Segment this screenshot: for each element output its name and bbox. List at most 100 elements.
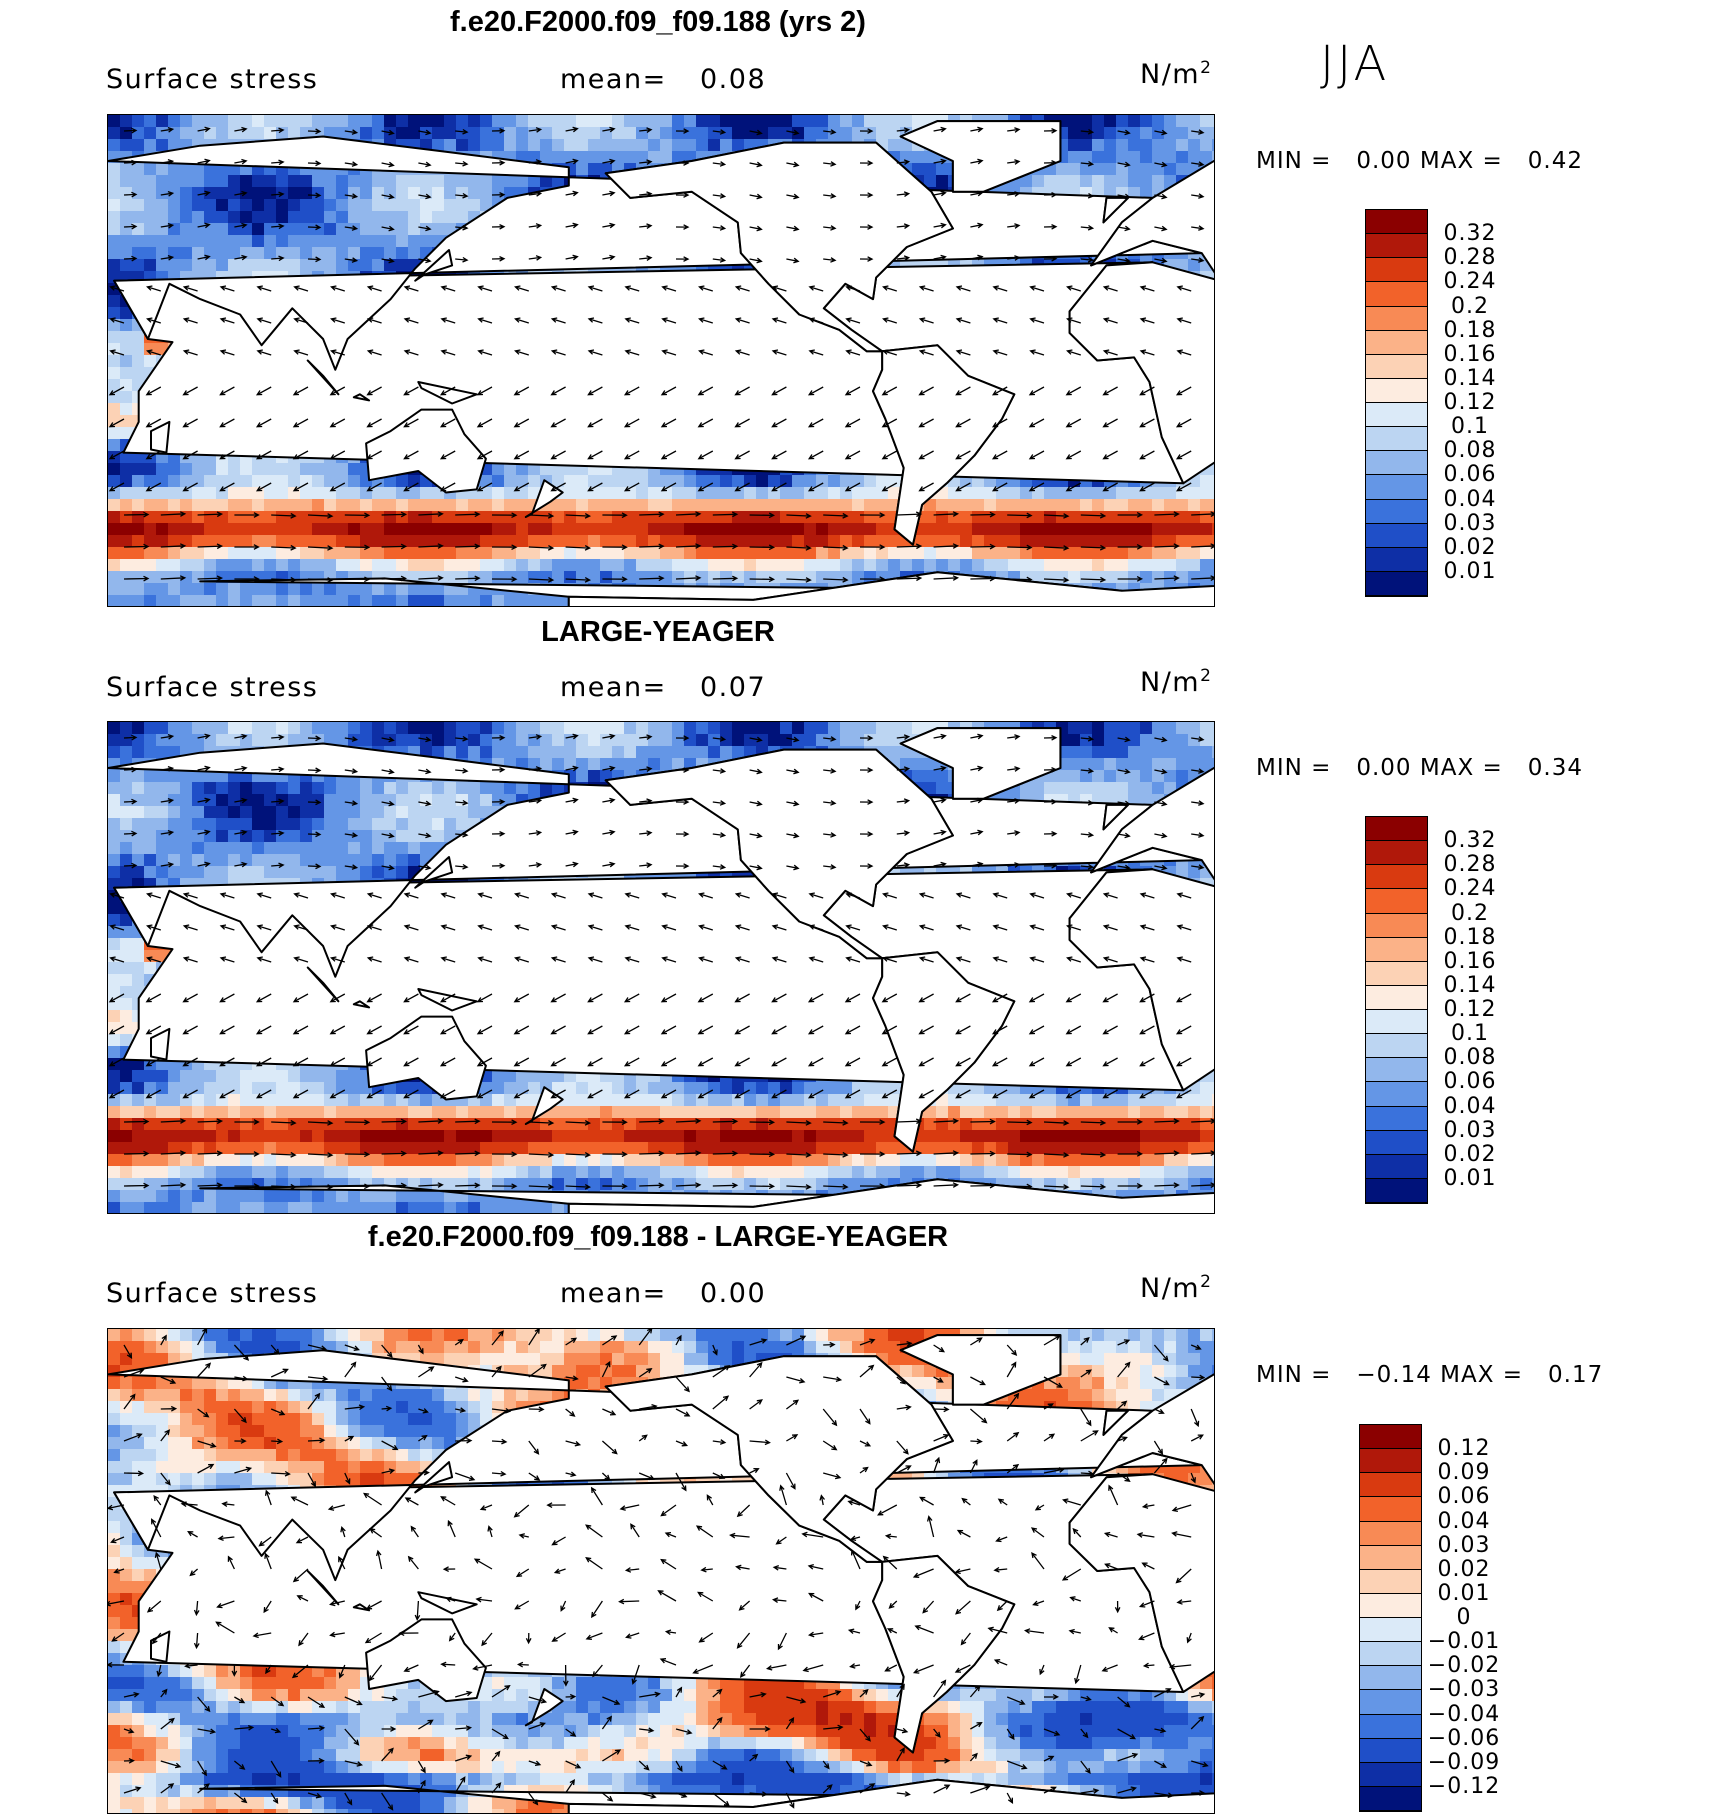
stress-arrow — [1154, 129, 1168, 136]
stress-arrow — [896, 1150, 923, 1157]
stress-arrow — [193, 1632, 200, 1650]
stress-arrow — [1175, 1568, 1192, 1584]
colorbar-tick-label: 0.24 — [1443, 876, 1497, 902]
colorbar-swatch — [1366, 571, 1427, 596]
stress-arrow — [513, 1089, 530, 1099]
stress-arrow — [712, 257, 727, 263]
stress-arrow — [1066, 285, 1081, 292]
stress-arrow — [455, 767, 469, 774]
stress-arrow — [307, 799, 322, 806]
stress-arrow — [933, 1679, 947, 1698]
stress-arrow — [624, 956, 640, 963]
panel-1-units-exp: 2 — [1200, 58, 1213, 78]
map-svg — [108, 1329, 1214, 1813]
colorbar-tick-label: 0.18 — [1443, 317, 1497, 343]
stress-arrow — [1043, 1120, 1070, 1126]
stress-arrow — [970, 1182, 996, 1189]
stress-arrow — [786, 1120, 812, 1126]
stress-arrow — [675, 1408, 691, 1417]
stress-arrow — [786, 1335, 807, 1346]
stress-arrow — [565, 190, 579, 197]
stress-arrow — [1007, 798, 1021, 804]
stress-arrow — [1061, 1568, 1082, 1581]
panel-3-colorbar — [1359, 1424, 1422, 1812]
stress-arrow — [1191, 1692, 1206, 1698]
stress-arrow — [850, 1549, 861, 1570]
stress-arrow — [291, 1664, 309, 1679]
stress-arrow — [933, 1406, 950, 1413]
stress-arrow — [888, 1600, 898, 1609]
stress-arrow — [956, 1529, 971, 1538]
stress-arrow — [592, 1664, 603, 1678]
stress-arrow — [307, 1392, 321, 1410]
island-outline — [352, 1000, 371, 1009]
stress-arrow — [1141, 1503, 1155, 1509]
stress-arrow — [859, 512, 886, 518]
stress-arrow — [602, 1119, 628, 1126]
stress-arrow — [1138, 1632, 1155, 1641]
continent-outline — [1090, 159, 1214, 274]
stress-arrow — [292, 386, 309, 396]
stress-arrow — [771, 386, 787, 396]
stress-arrow — [344, 1435, 355, 1442]
stress-arrow — [565, 1728, 577, 1737]
stress-arrow — [219, 450, 235, 460]
stress-arrow — [896, 1404, 912, 1411]
stress-arrow — [623, 993, 640, 1003]
stress-arrow — [1175, 1025, 1192, 1035]
stress-arrow — [749, 225, 763, 232]
stress-arrow — [786, 736, 800, 743]
stress-arrow — [918, 956, 934, 963]
stress-arrow — [712, 1118, 739, 1125]
stress-arrow — [638, 1472, 656, 1481]
stress-arrow — [528, 1120, 555, 1126]
stress-arrow — [734, 317, 750, 324]
stress-arrow — [292, 418, 309, 428]
stress-arrow — [807, 386, 824, 396]
stress-arrow — [822, 1760, 830, 1770]
stress-arrow — [786, 161, 800, 168]
stress-arrow — [1139, 386, 1155, 396]
stress-arrow — [601, 1715, 613, 1730]
stress-arrow — [381, 1344, 393, 1358]
stress-arrow — [955, 317, 971, 324]
stress-arrow — [182, 418, 198, 428]
stress-arrow — [1007, 830, 1021, 836]
stress-arrow — [712, 832, 727, 838]
stress-arrow — [823, 1724, 844, 1731]
continent-outline — [899, 1334, 1062, 1406]
stress-arrow — [160, 1760, 182, 1769]
colorbar-tick-label: 0.06 — [1443, 462, 1497, 488]
stress-arrow — [623, 1025, 640, 1035]
stress-arrow — [896, 1727, 909, 1734]
stress-arrow — [712, 768, 727, 774]
colorbar-tick-label: 0.08 — [1443, 438, 1497, 464]
continent-outline — [872, 1554, 1016, 1754]
stress-arrow — [659, 1658, 677, 1666]
colorbar-tick-label: 0.09 — [1437, 1460, 1491, 1486]
stress-arrow — [528, 1792, 539, 1806]
stress-arrow — [675, 831, 690, 837]
stress-arrow — [1191, 161, 1205, 167]
panel-3-minmax: MIN = −0.14 MAX = 0.17 — [1256, 1362, 1603, 1388]
stress-arrow — [734, 1057, 750, 1067]
stress-arrow — [1007, 223, 1021, 229]
stress-arrow — [807, 1631, 824, 1638]
stress-arrow — [808, 892, 824, 899]
stress-arrow — [749, 832, 763, 839]
stress-arrow — [1191, 832, 1205, 838]
colorbar-tick-label: −0.01 — [1427, 1629, 1501, 1655]
stress-arrow — [255, 1089, 272, 1099]
panel-2-mean-value: 0.07 — [700, 672, 767, 703]
stress-arrow — [1080, 767, 1095, 774]
stress-arrow — [1080, 1728, 1089, 1739]
stress-arrow — [403, 924, 419, 931]
stress-arrow — [1139, 1089, 1155, 1099]
stress-arrow — [265, 1664, 272, 1675]
panel-3-min-label: MIN = — [1256, 1362, 1332, 1388]
stress-arrow — [407, 1555, 419, 1570]
stress-arrow — [160, 1717, 175, 1730]
stress-arrow — [970, 511, 996, 518]
stress-arrow — [675, 1472, 687, 1492]
stress-arrow — [1117, 1696, 1131, 1708]
